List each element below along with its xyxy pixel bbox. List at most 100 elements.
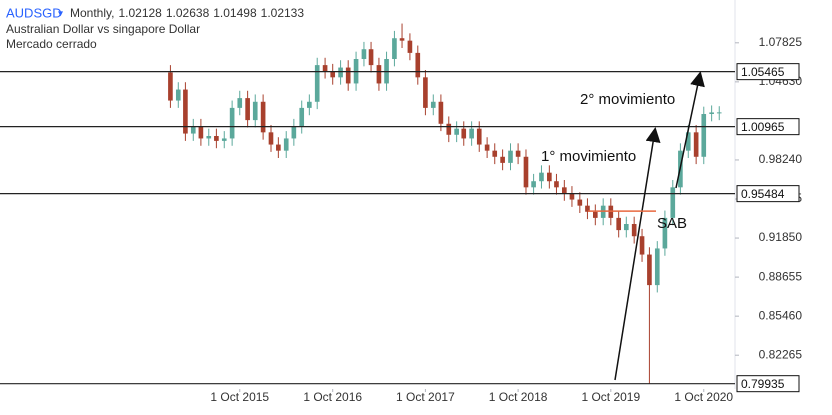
candle-body xyxy=(523,156,529,188)
candle-body xyxy=(183,89,188,134)
candle-body xyxy=(623,224,629,231)
candle-body xyxy=(492,150,498,157)
candle-body xyxy=(252,101,258,121)
candle-body xyxy=(647,254,652,286)
candle-body xyxy=(291,126,297,139)
candle-body xyxy=(430,101,436,108)
candle-body xyxy=(221,138,227,141)
y-tick-label: 0.88655 xyxy=(759,269,803,283)
candle-body xyxy=(415,52,421,78)
candle-body xyxy=(531,181,536,188)
y-tick-label: 0.82265 xyxy=(759,347,803,361)
level-label: 1.00965 xyxy=(741,120,785,134)
candle-body xyxy=(693,132,699,157)
candle-body xyxy=(654,248,660,286)
candle-body xyxy=(245,98,250,121)
candle-body xyxy=(237,98,243,108)
candle-body xyxy=(229,107,235,139)
arrow xyxy=(675,71,705,189)
y-tick-label: 0.85460 xyxy=(759,308,803,322)
candle-body xyxy=(283,138,289,151)
interval: Monthly, xyxy=(70,6,114,20)
candle-body xyxy=(476,128,482,145)
candle-body xyxy=(701,114,707,157)
y-tick-label: 0.91850 xyxy=(759,230,803,244)
candle-body xyxy=(345,67,351,84)
candle-body xyxy=(322,65,328,72)
candle-body xyxy=(399,38,405,41)
candle-body xyxy=(198,126,204,139)
candle-body xyxy=(423,77,428,108)
annotation: 2° movimiento xyxy=(580,91,675,108)
candle-body xyxy=(631,224,637,237)
candle-body xyxy=(338,67,343,78)
candle-body xyxy=(592,211,598,218)
candle-body xyxy=(299,107,305,127)
x-tick-label: 1 Oct 2015 xyxy=(210,390,269,404)
symbol[interactable]: AUDSGD xyxy=(6,5,62,20)
candle-body xyxy=(709,112,714,114)
y-tick-label: 1.07825 xyxy=(759,35,803,49)
candle-body xyxy=(685,132,691,151)
level-label-box xyxy=(736,118,800,136)
annotation: 1° movimiento xyxy=(541,148,636,165)
y-tick-label: 0.98240 xyxy=(759,152,803,166)
candle-body xyxy=(469,128,474,139)
candle-body xyxy=(539,172,544,182)
candle-body xyxy=(461,128,467,139)
candle-body xyxy=(547,172,552,182)
x-tick-label: 1 Oct 2019 xyxy=(581,390,640,404)
candle-body xyxy=(368,49,374,66)
candle-body xyxy=(515,150,521,157)
candle-body xyxy=(616,217,621,231)
candle-body xyxy=(585,205,590,212)
level-label: 1.05465 xyxy=(741,65,785,79)
candle-body xyxy=(276,144,281,151)
level-label: 0.79935 xyxy=(741,377,785,391)
x-tick-label: 1 Oct 2020 xyxy=(674,390,733,404)
candle-body xyxy=(168,72,173,101)
candle-body xyxy=(175,89,181,101)
candle-body xyxy=(190,126,196,134)
candle-body xyxy=(307,101,312,108)
sab-label: SAB xyxy=(657,215,687,232)
candle-body xyxy=(454,128,459,135)
candle-body xyxy=(407,40,413,53)
candle-body xyxy=(500,156,505,163)
ohlc-value: 1.02133 xyxy=(261,6,305,20)
candle-body xyxy=(206,136,212,139)
x-tick-label: 1 Oct 2018 xyxy=(489,390,548,404)
candle-body xyxy=(662,217,668,249)
x-tick-label: 1 Oct 2017 xyxy=(396,390,455,404)
level-label-box xyxy=(736,375,800,393)
level-label: 0.95484 xyxy=(741,187,785,201)
ohlc-value: 1.01498 xyxy=(213,6,257,20)
candle-body xyxy=(670,187,676,218)
candle-body xyxy=(361,49,367,59)
x-tick-label: 1 Oct 2016 xyxy=(303,390,362,404)
ohlc-value: 1.02128 xyxy=(118,6,162,20)
candle-body xyxy=(438,101,444,124)
candle-body xyxy=(376,65,382,84)
level-label-box xyxy=(736,185,800,203)
candle-body xyxy=(716,112,722,114)
candle-body xyxy=(260,101,266,133)
candle-body xyxy=(554,181,559,188)
candle-body xyxy=(639,236,645,255)
candle-body xyxy=(330,71,336,78)
candle-body xyxy=(508,150,513,163)
candle-body xyxy=(562,187,567,194)
candle-body xyxy=(392,38,397,59)
subtitle: Australian Dollar vs singapore Dollar xyxy=(6,22,200,36)
candle-body xyxy=(446,123,452,135)
candle-body xyxy=(268,132,274,145)
candle-body xyxy=(314,65,320,102)
candle-body xyxy=(569,193,575,200)
candle-body xyxy=(577,199,583,206)
symbol-menu[interactable]: ▾ xyxy=(58,9,63,20)
candle-body xyxy=(484,144,490,151)
market-status: Mercado cerrado xyxy=(6,37,97,51)
level-label-box xyxy=(736,63,800,81)
candle-body xyxy=(214,136,219,141)
